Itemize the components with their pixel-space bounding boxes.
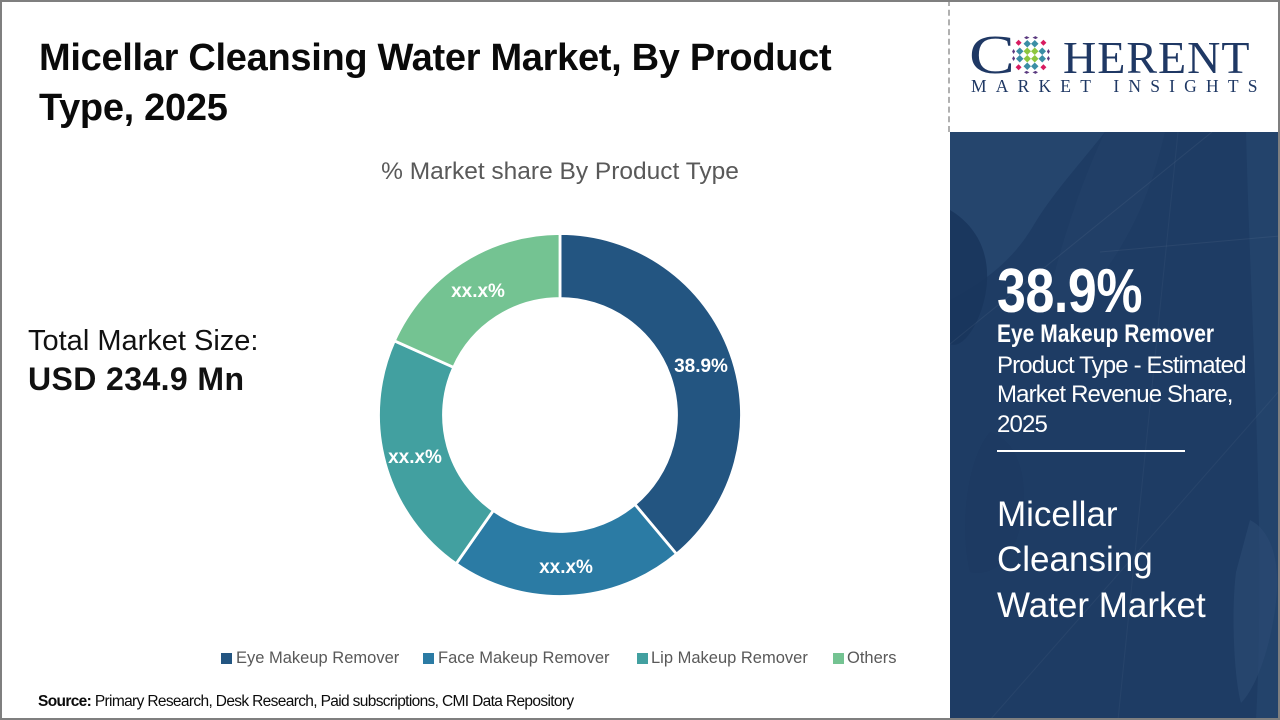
svg-text:38.9%: 38.9% bbox=[674, 356, 728, 377]
svg-text:xx.x%: xx.x% bbox=[388, 447, 442, 468]
svg-text:xx.x%: xx.x% bbox=[451, 281, 505, 302]
svg-text:xx.x%: xx.x% bbox=[539, 557, 593, 578]
